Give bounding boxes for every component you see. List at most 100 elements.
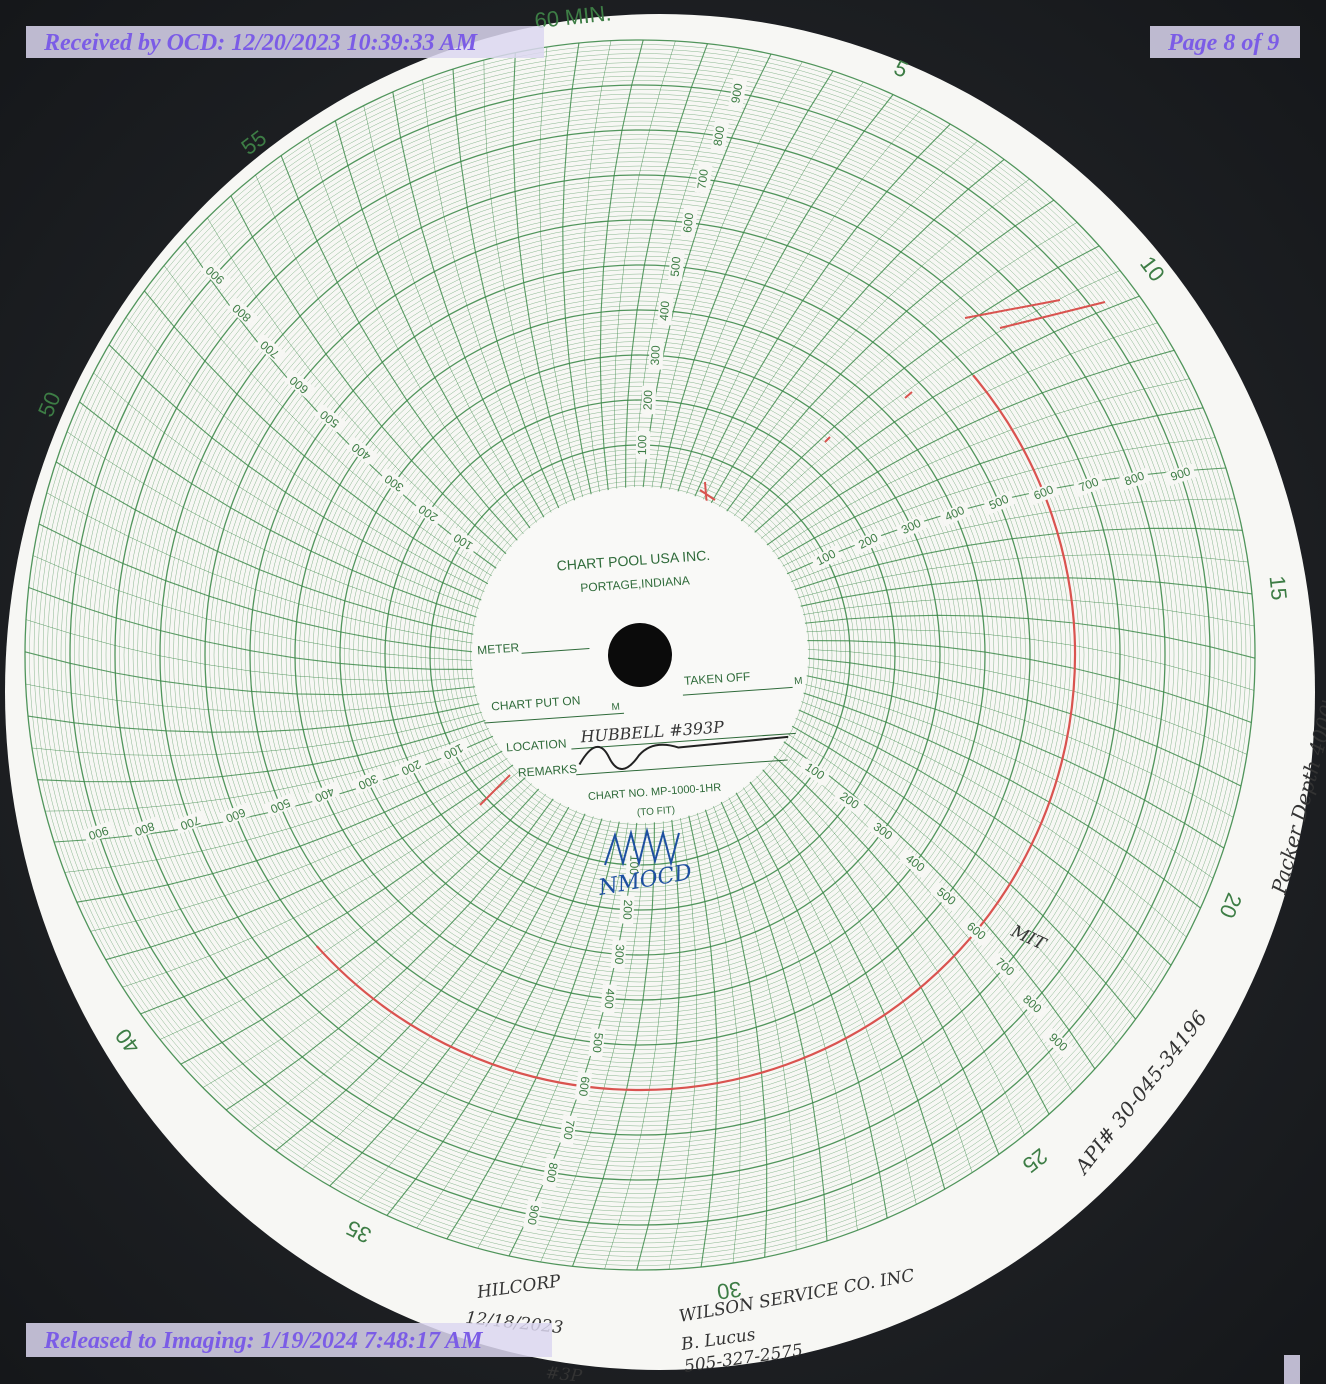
scale-label: 900: [87, 823, 111, 843]
ring: [312, 327, 968, 983]
scale-label: 500: [590, 1032, 606, 1054]
time-spoke: [776, 747, 1073, 1093]
ring: [164, 179, 1116, 1131]
time-spoke: [202, 791, 548, 1088]
scale-label: 200: [641, 390, 656, 411]
time-spoke: [766, 760, 1025, 1136]
ring: [231, 246, 1049, 1064]
ring: [456, 471, 824, 839]
ring: [411, 426, 869, 884]
time-spoke: [334, 120, 533, 531]
time-spoke: [386, 815, 604, 1216]
rule: [484, 712, 625, 724]
label-backing: [227, 297, 258, 327]
time-spoke: [512, 52, 577, 504]
label-backing: [1042, 1028, 1073, 1058]
time-spoke: [636, 816, 681, 1271]
time-spoke: [791, 527, 1243, 592]
time-spoke: [801, 614, 1256, 659]
time-spoke: [329, 810, 587, 1187]
ring: [366, 381, 914, 929]
ring: [101, 116, 1179, 1194]
scale-label: 900: [1169, 464, 1193, 484]
time-spoke: [774, 407, 1204, 561]
label-backing: [600, 983, 617, 1014]
center-hole: [608, 623, 672, 687]
label-backing: [680, 208, 698, 238]
time-spoke: [758, 322, 1158, 541]
ring: [123, 138, 1157, 1172]
label-backing: [1165, 463, 1197, 486]
ring: [321, 336, 959, 974]
ring: [74, 89, 1206, 1221]
ring: [267, 282, 1013, 1028]
time-spoke: [255, 174, 514, 550]
ring: [110, 125, 1170, 1185]
ring: [200, 215, 1080, 1095]
label-backing: [379, 468, 411, 497]
stamp-box: [26, 26, 544, 58]
time-spoke: [38, 523, 476, 653]
ring: [447, 462, 833, 848]
rule: [682, 686, 793, 696]
label-backing: [314, 404, 346, 433]
ring: [240, 255, 1040, 1055]
scale-label: 700: [560, 1119, 577, 1141]
time-spoke: [159, 781, 535, 1040]
pressure-trace: [315, 374, 1077, 1092]
ring: [83, 98, 1197, 1212]
minute-label: 30: [715, 1276, 743, 1304]
time-spoke: [800, 597, 1255, 627]
time-spoke: [738, 245, 1100, 524]
time-spoke: [122, 769, 522, 988]
label-backing: [1119, 467, 1151, 491]
label-backing: [989, 953, 1020, 982]
time-spoke: [46, 492, 476, 644]
ring: [299, 314, 981, 996]
ring: [150, 165, 1130, 1145]
time-spoke: [803, 674, 1225, 849]
time-spoke: [712, 803, 797, 1250]
time-spoke: [760, 767, 1000, 1155]
time-spoke: [66, 431, 478, 627]
label-backing: [308, 782, 340, 807]
ring: [245, 260, 1035, 1050]
time-spoke: [79, 401, 480, 619]
time-spoke: [804, 648, 1247, 755]
ring: [326, 341, 954, 969]
time-spoke: [804, 657, 1242, 787]
label-backing: [657, 296, 674, 326]
label-backing: [522, 1199, 543, 1230]
time-spoke: [771, 753, 1050, 1115]
label-backing: [254, 334, 286, 364]
scale-label: 600: [223, 805, 247, 825]
label-backing: [798, 758, 830, 786]
stamp-box: [26, 1323, 552, 1357]
time-spoke: [785, 732, 1117, 1045]
ring: [24, 39, 1256, 1271]
ring: [258, 273, 1022, 1037]
ring: [168, 183, 1112, 1127]
label-backing: [852, 529, 885, 555]
time-spoke: [416, 817, 612, 1229]
time-spoke: [562, 42, 593, 498]
label-backing: [219, 802, 251, 827]
time-spoke: [642, 53, 772, 491]
time-spoke: [625, 43, 709, 491]
rule: [521, 648, 590, 654]
time-spoke: [788, 498, 1235, 583]
time-spoke: [804, 640, 1252, 724]
label-backing: [668, 252, 685, 282]
ring: [465, 480, 815, 830]
time-spoke: [32, 711, 486, 756]
scale-label: 600: [1032, 482, 1056, 503]
ring: [137, 152, 1143, 1158]
witness-signature: [604, 827, 680, 867]
label-backing: [983, 491, 1015, 515]
ring: [65, 80, 1215, 1230]
time-spoke: [732, 222, 1078, 519]
ring: [191, 206, 1089, 1104]
label-backing: [1028, 481, 1060, 506]
ring: [141, 156, 1139, 1154]
time-spoke: [207, 217, 504, 563]
